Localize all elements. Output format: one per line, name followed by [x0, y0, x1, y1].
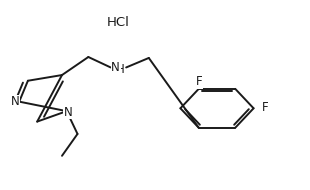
Text: H: H [116, 63, 124, 76]
Text: F: F [262, 101, 269, 114]
Text: N: N [111, 61, 120, 74]
Text: HCl: HCl [106, 16, 129, 29]
Text: N: N [11, 95, 20, 108]
Text: N: N [64, 106, 73, 119]
Text: F: F [196, 75, 203, 88]
